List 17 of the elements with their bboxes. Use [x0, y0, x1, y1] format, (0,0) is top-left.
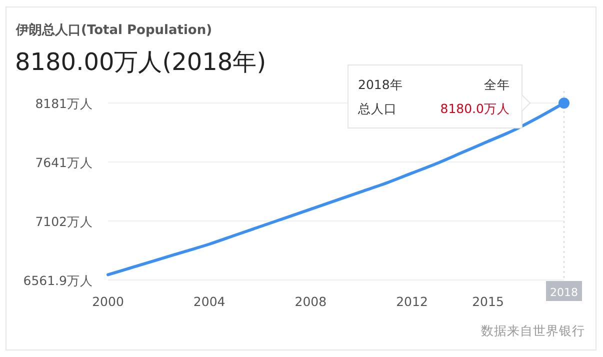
text: 数据来自世界银行 [481, 323, 585, 338]
y-tick-label: 6561.9万人 [23, 273, 93, 288]
chart-subtitle: 8180.00万人(2018年) [15, 48, 266, 76]
y-tick-label: 7641万人 [35, 155, 93, 170]
x-tick-label: 2012 [396, 294, 428, 309]
text: 全年 [484, 77, 510, 92]
y-tick-label: 8181万人 [35, 96, 93, 111]
y-tick-label: 7102万人 [35, 214, 93, 229]
x-tick-label: 2015 [472, 294, 504, 309]
x-tick-label: 2004 [193, 294, 226, 309]
x-tick-label: 2000 [92, 294, 124, 309]
annotation: 8180.0万人 [440, 101, 510, 116]
text: 2018年 [358, 77, 403, 92]
annotation: 总人口 [357, 101, 397, 116]
ref-line-label: 2018 [550, 286, 578, 299]
x-tick-label: 2008 [294, 294, 327, 309]
chart-title: 伊朗总人口(Total Population) [15, 22, 212, 38]
